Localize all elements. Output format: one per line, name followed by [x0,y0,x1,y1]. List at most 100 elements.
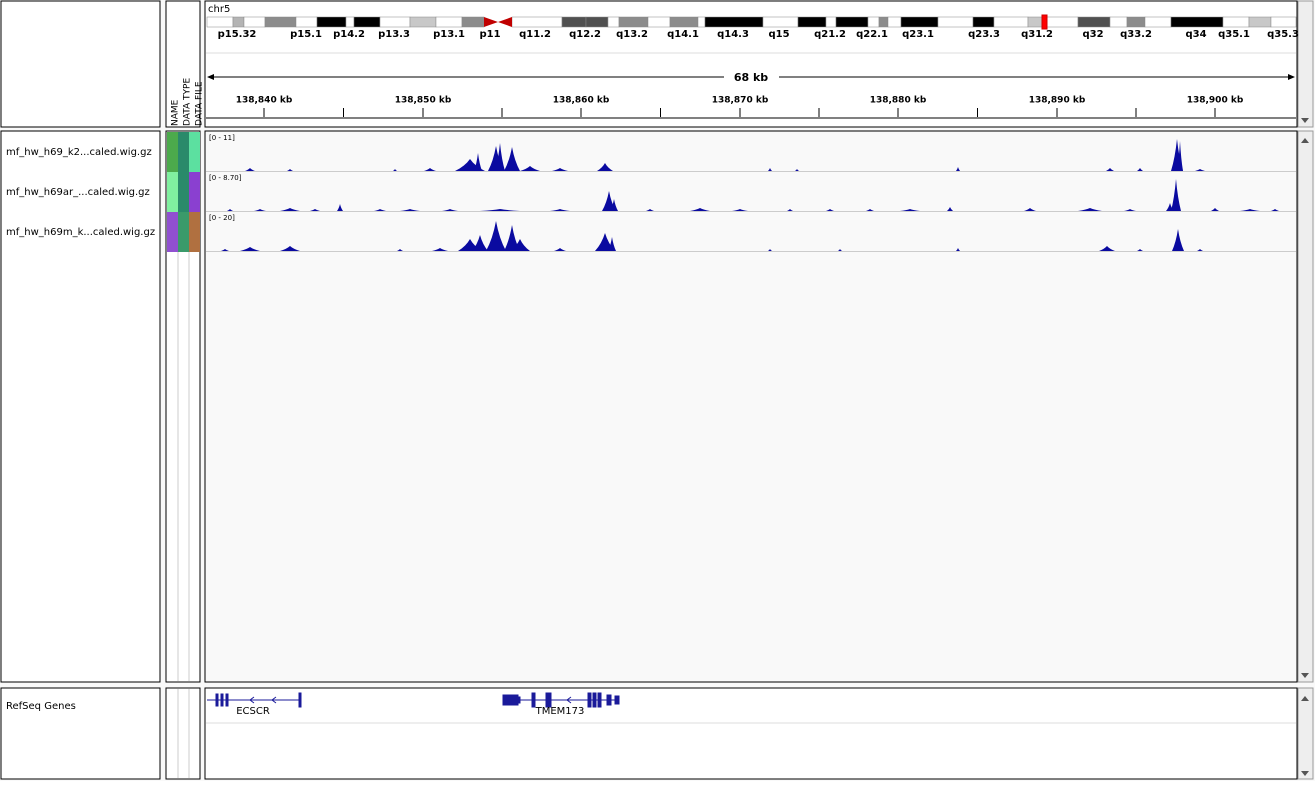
signal-peak [1124,209,1136,211]
signal-peak [1197,249,1203,251]
cytoband-label: q33.2 [1120,29,1152,40]
gene-data-panel [204,687,1298,780]
signal-peak [1177,141,1183,171]
span-label: 68 kb [734,71,768,84]
attribute-header: NAME [171,99,181,126]
cytoband [937,16,974,28]
signal-peak [227,209,233,211]
signal-peak [610,199,618,211]
signal-peak [280,246,300,251]
ruler-label: 138,870 kb [712,96,769,106]
signal-peak [732,209,748,211]
signal-peak [1137,249,1143,251]
cytoband [993,16,1029,28]
data-range: [0 - 11] [209,134,235,142]
signal-peak [608,237,616,251]
signal-peak [472,235,488,251]
scrollbar[interactable] [1297,130,1314,683]
cytoband-label: p15.1 [290,29,322,40]
signal-peak [280,208,300,211]
cytoband [900,16,939,28]
signal-peak [550,209,570,211]
ruler-label: 138,840 kb [236,96,293,106]
cytoband-label: q15 [768,29,789,40]
cytoband [461,16,485,28]
signal-peak [787,209,793,211]
cytoband [585,16,609,28]
data-panel [204,130,1298,683]
cytoband [243,16,266,28]
cytoband-label: p14.2 [333,29,365,40]
cytoband [887,16,902,28]
cytoband [1170,16,1224,28]
signal-peak [1172,229,1184,251]
centromere [484,17,512,27]
cytoband-label: q35.3 [1267,29,1299,40]
cytoband-label: p11 [479,29,500,40]
signal-peak [504,147,520,171]
signal-peak [495,143,505,171]
cytoband [1248,16,1272,28]
attribute-cell [189,212,200,252]
cytoband [825,16,837,28]
current-region [1041,14,1048,30]
cytoband [1270,16,1297,28]
track-name: mf_hw_h69m_k...caled.wig.gz [6,227,155,238]
cytoband [1109,16,1128,28]
cytoband-label: q21.2 [814,29,846,40]
cytoband [607,16,620,28]
cytoband [835,16,869,28]
cytoband-label: q12.2 [569,29,601,40]
cytoband-label: q13.2 [616,29,648,40]
signal-peak [795,169,799,171]
cytoband [1046,16,1079,28]
signal-peak [240,247,260,251]
cytoband [697,16,706,28]
cytoband-label: p13.1 [433,29,465,40]
signal-peak [768,168,772,171]
signal-peak [245,168,255,171]
signal-peak [221,249,229,251]
cytoband [972,16,995,28]
signal-peak [374,209,386,211]
ruler-label: 138,860 kb [553,96,610,106]
cytoband [435,16,463,28]
signal-peak [1171,179,1181,211]
attribute-cell [189,172,200,212]
scroll-arrows [1301,118,1309,776]
attribute-cell [178,132,189,172]
scrollbar[interactable] [1297,687,1314,780]
signal-peak [287,169,293,171]
cytoband-label: q23.1 [902,29,934,40]
cytoband [379,16,411,28]
cytoband [1222,16,1250,28]
cytoband [647,16,671,28]
cytoband [704,16,764,28]
signal-peak [947,207,953,211]
cytoband [316,16,347,28]
signal-peak [432,248,448,251]
attribute-cell [167,132,178,172]
gene-features [207,692,620,708]
cytoband [353,16,381,28]
cytoband [345,16,355,28]
track-name-panel [0,130,161,683]
ruler-label: 138,900 kb [1187,96,1244,106]
attribute-cell [178,172,189,212]
gene-attribute-panel [165,687,201,780]
attribute-cell [167,172,178,212]
cytoband [206,16,234,28]
signal-peak [1240,209,1260,211]
scrollbar[interactable] [1297,0,1314,128]
cytoband [232,16,245,28]
cytoband-label: q11.2 [519,29,551,40]
signal-peak [1211,208,1219,211]
cytoband-label: p13.3 [378,29,410,40]
attribute-cell [178,212,189,252]
cytoband [511,16,563,28]
attribute-header: DATA FILE [195,81,205,126]
cytoband [264,16,297,28]
signal-peak [552,168,568,171]
